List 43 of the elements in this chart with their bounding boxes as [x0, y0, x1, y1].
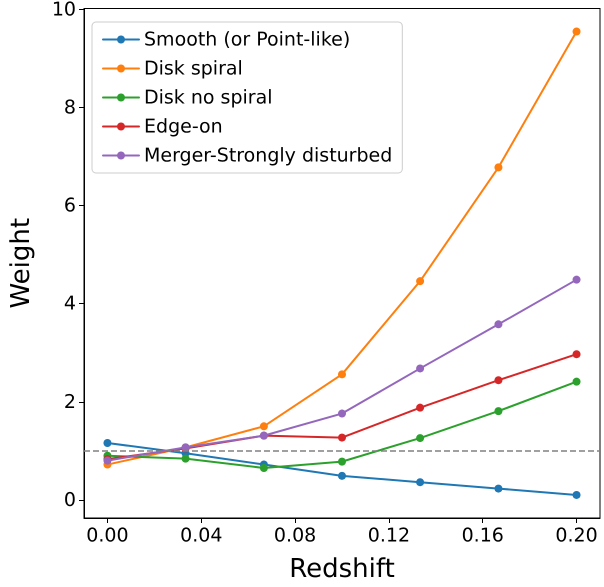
y-tick-label: 2 [64, 390, 76, 413]
point [572, 490, 581, 499]
point [416, 277, 424, 286]
y-tick-label: 4 [64, 292, 76, 315]
x-tick-label: 0.08 [274, 524, 316, 546]
point [338, 472, 346, 480]
point [416, 404, 424, 412]
x-tick-label: 0.04 [180, 524, 222, 546]
point [494, 484, 502, 493]
point [494, 407, 502, 416]
y-tick-label: 6 [64, 194, 76, 217]
x-tick-label: 0.16 [462, 524, 504, 546]
x-axis-title: Redshift [289, 554, 395, 584]
point [416, 478, 424, 486]
point [494, 320, 502, 328]
point [572, 378, 581, 386]
point [338, 434, 346, 442]
point [338, 370, 346, 378]
y-tick-label: 0 [64, 488, 76, 511]
point [182, 454, 190, 463]
point [572, 28, 581, 36]
x-tick-label: 0.12 [368, 524, 410, 546]
y-axis-title: Weight [6, 218, 36, 309]
x-tick-label: 0.20 [555, 524, 598, 546]
point [103, 438, 112, 447]
point [494, 163, 502, 172]
y-tick-label: 8 [64, 96, 76, 119]
point [416, 434, 424, 442]
point [338, 410, 346, 418]
point [416, 364, 424, 372]
y-tick-label: 10 [52, 0, 76, 20]
legend-label: Smooth (or Point-like) [144, 28, 350, 50]
legend-label: Disk no spiral [144, 86, 273, 108]
legend-label: Merger-Strongly disturbed [144, 144, 392, 166]
legend-label: Disk spiral [144, 58, 243, 80]
point [260, 464, 268, 472]
point [260, 422, 268, 430]
x-tick-label: 0.00 [86, 524, 129, 546]
point [338, 458, 346, 466]
point [494, 376, 502, 384]
point [572, 276, 581, 284]
point [572, 350, 581, 358]
legend-label: Edge-on [144, 116, 223, 138]
